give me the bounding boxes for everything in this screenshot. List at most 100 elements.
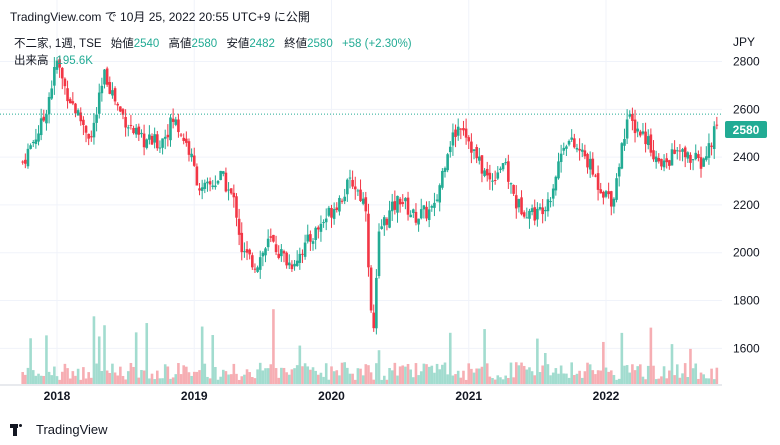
candle-body <box>208 181 212 185</box>
volume-bar <box>609 370 613 384</box>
volume-bar <box>264 368 267 384</box>
volume-bar <box>346 367 349 384</box>
volume-bar <box>129 362 133 384</box>
candle-body <box>591 158 595 175</box>
candle-body <box>119 106 122 112</box>
volume-bar <box>290 369 294 384</box>
candle-body <box>290 264 294 270</box>
candle-body <box>586 154 589 168</box>
candle-body <box>145 139 149 148</box>
volume-bar <box>87 372 90 384</box>
volume-bar <box>454 374 457 384</box>
candle-body <box>190 153 193 158</box>
volume-bar <box>295 365 299 384</box>
candle-body <box>237 218 241 235</box>
volume-bar <box>245 369 249 384</box>
candle-body <box>633 119 637 134</box>
candle-body <box>298 253 302 263</box>
candle-body <box>142 133 146 148</box>
candle-body <box>95 114 98 123</box>
candle-body <box>480 155 484 174</box>
volume-bar <box>324 363 328 384</box>
volume-bar <box>142 370 146 384</box>
candle-body <box>92 122 96 138</box>
volume-bar <box>187 372 191 384</box>
publish-header: TradingView.com で 10月 25, 2022 20:55 UTC… <box>10 10 310 24</box>
candle-body <box>559 153 563 163</box>
candle-body <box>646 136 650 146</box>
candle-body <box>464 128 468 138</box>
candle-body <box>652 150 655 160</box>
volume-bar <box>348 373 352 384</box>
volume-bar <box>536 338 539 384</box>
candle-body <box>612 198 616 207</box>
volume-info: 出来高 195.6K <box>14 52 93 68</box>
volume-bar <box>253 378 257 384</box>
candle-body <box>322 222 325 224</box>
candle-body <box>472 149 476 151</box>
volume-bar <box>470 368 473 384</box>
candle-body <box>551 188 555 199</box>
candle-body <box>620 143 624 169</box>
volume-bar <box>398 366 402 384</box>
volume-bar <box>683 363 687 384</box>
volume-bar <box>604 367 608 384</box>
volume-bar <box>192 371 196 384</box>
volume-bar <box>382 375 386 384</box>
volume-bar <box>282 367 286 384</box>
volume-bar <box>232 363 236 384</box>
volume-bar <box>409 369 412 384</box>
volume-bar <box>243 374 246 384</box>
volume-bar <box>237 379 241 384</box>
candle-body <box>166 134 170 138</box>
candle-body <box>264 248 267 256</box>
volume-bar <box>105 370 109 384</box>
candle-body <box>198 188 201 191</box>
volume-bar <box>353 379 357 384</box>
candle-body <box>565 146 568 149</box>
volume-label: 出来高 <box>14 55 49 67</box>
volume-bar <box>456 370 460 384</box>
candle-body <box>496 172 500 179</box>
candle-body <box>60 67 64 79</box>
volume-bar <box>530 371 534 384</box>
candle-body <box>229 188 233 194</box>
volume-bar <box>707 378 711 384</box>
volume-bar <box>388 367 391 384</box>
volume-bar <box>496 375 500 384</box>
volume-bar <box>396 375 399 384</box>
volume-bar <box>343 362 346 384</box>
candle-body <box>68 99 72 104</box>
volume-bar <box>401 365 405 384</box>
candle-body <box>155 134 159 149</box>
candle-body <box>121 109 125 115</box>
candle-body <box>301 253 304 255</box>
volume-bar <box>287 374 291 384</box>
candle-body <box>161 138 164 148</box>
candle-body <box>280 249 283 257</box>
volume-bar <box>34 375 38 384</box>
open-value: 2540 <box>133 38 160 50</box>
candle-body <box>185 138 188 143</box>
volume-bar <box>443 362 447 384</box>
candle-body <box>356 190 360 192</box>
volume-bar <box>111 363 114 384</box>
volume-bar <box>166 366 170 384</box>
candle-body <box>409 214 412 218</box>
volume-bar <box>84 378 88 384</box>
volume-bar <box>427 366 431 384</box>
candle-body <box>433 202 436 208</box>
candle-body <box>446 154 449 171</box>
volume-bar <box>657 378 661 384</box>
volume-bar <box>301 366 304 384</box>
volume-bar <box>607 371 610 384</box>
volume-bar <box>538 372 542 384</box>
candle-body <box>174 119 178 125</box>
candle-body <box>639 131 642 136</box>
candle-body <box>311 241 315 244</box>
candle-body <box>203 182 207 189</box>
candle-body <box>324 218 328 223</box>
volume-bar <box>190 375 193 384</box>
volume-bar <box>137 377 141 384</box>
